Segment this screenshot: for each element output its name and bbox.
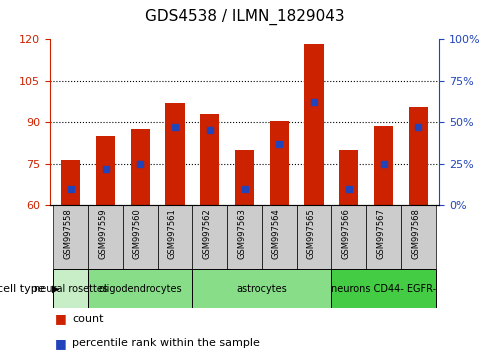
Bar xyxy=(166,103,185,205)
Text: GSM997567: GSM997567 xyxy=(376,209,385,259)
Bar xyxy=(158,205,193,269)
Text: ■: ■ xyxy=(55,337,67,350)
Bar xyxy=(227,205,262,269)
Bar xyxy=(366,205,401,269)
Text: GSM997564: GSM997564 xyxy=(272,209,281,259)
Bar xyxy=(235,150,254,205)
Text: neural rosettes: neural rosettes xyxy=(34,284,108,293)
Bar xyxy=(304,45,323,205)
Bar xyxy=(61,160,80,205)
Text: astrocytes: astrocytes xyxy=(237,284,287,293)
Text: GSM997561: GSM997561 xyxy=(168,209,177,259)
Text: oligodendrocytes: oligodendrocytes xyxy=(98,284,182,293)
Bar xyxy=(331,269,436,308)
Bar xyxy=(269,121,289,205)
Text: count: count xyxy=(72,314,104,324)
Bar xyxy=(331,205,366,269)
Bar xyxy=(409,107,428,205)
Text: GDS4538 / ILMN_1829043: GDS4538 / ILMN_1829043 xyxy=(145,8,344,25)
Bar xyxy=(123,205,158,269)
Text: GSM997568: GSM997568 xyxy=(411,209,420,259)
Text: ▶: ▶ xyxy=(52,284,60,293)
Bar xyxy=(262,205,296,269)
Bar xyxy=(193,269,331,308)
Text: GSM997558: GSM997558 xyxy=(63,209,72,259)
Bar xyxy=(131,129,150,205)
Text: neurons CD44- EGFR-: neurons CD44- EGFR- xyxy=(331,284,436,293)
Text: GSM997560: GSM997560 xyxy=(133,209,142,259)
Text: cell type: cell type xyxy=(0,284,45,293)
Text: ■: ■ xyxy=(55,312,67,325)
Bar xyxy=(200,114,220,205)
Bar xyxy=(339,150,358,205)
Bar xyxy=(53,205,88,269)
Text: GSM997565: GSM997565 xyxy=(307,209,316,259)
Text: percentile rank within the sample: percentile rank within the sample xyxy=(72,338,260,348)
Bar xyxy=(296,205,331,269)
Bar xyxy=(401,205,436,269)
Bar xyxy=(53,269,88,308)
Bar xyxy=(374,126,393,205)
Text: GSM997562: GSM997562 xyxy=(203,209,212,259)
Bar xyxy=(88,205,123,269)
Text: GSM997563: GSM997563 xyxy=(237,209,246,259)
Bar xyxy=(193,205,227,269)
Text: GSM997566: GSM997566 xyxy=(341,209,350,259)
Bar xyxy=(88,269,193,308)
Bar xyxy=(96,136,115,205)
Text: GSM997559: GSM997559 xyxy=(98,209,107,259)
